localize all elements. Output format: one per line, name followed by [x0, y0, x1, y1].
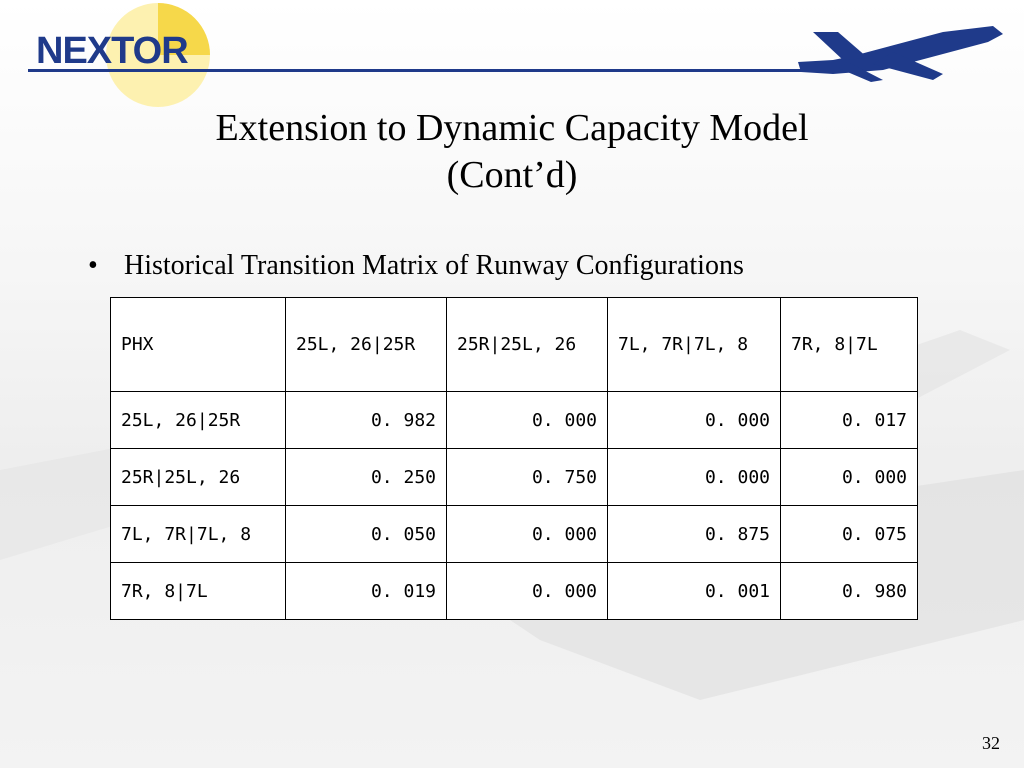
title-line-1: Extension to Dynamic Capacity Model [215, 107, 809, 149]
header-rule [28, 69, 803, 72]
table-cell: 0. 875 [607, 505, 781, 563]
title-line-2: (Cont’d) [446, 154, 578, 196]
table-cell: 0. 982 [285, 391, 447, 449]
table-cell: 0. 980 [780, 562, 918, 620]
table-cell: 0. 017 [780, 391, 918, 449]
table-row: 7L, 7R|7L, 8 0. 050 0. 000 0. 875 0. 075 [110, 505, 918, 563]
transition-matrix-table: PHX 25L, 26|25R 25R|25L, 26 7L, 7R|7L, 8… [110, 297, 918, 620]
table-row: 25L, 26|25R 0. 982 0. 000 0. 000 0. 017 [110, 391, 918, 449]
slide-title: Extension to Dynamic Capacity Model (Con… [0, 105, 1024, 199]
bullet-icon: • [88, 250, 98, 281]
table-header-cell: 25L, 26|25R [285, 297, 447, 392]
table-cell: 0. 075 [780, 505, 918, 563]
table-cell: 0. 000 [780, 448, 918, 506]
table-cell: 0. 050 [285, 505, 447, 563]
row-label-cell: 25R|25L, 26 [110, 448, 286, 506]
table-header-cell: PHX [110, 297, 286, 392]
table-cell: 0. 000 [446, 391, 608, 449]
table-header-row: PHX 25L, 26|25R 25R|25L, 26 7L, 7R|7L, 8… [110, 297, 918, 392]
logo-text: NEXTOR [36, 30, 189, 72]
row-label-cell: 25L, 26|25R [110, 391, 286, 449]
sun-logo-icon [106, 3, 210, 107]
table-cell: 0. 000 [607, 448, 781, 506]
airplane-icon [798, 26, 1003, 82]
table-cell: 0. 001 [607, 562, 781, 620]
table-cell: 0. 000 [607, 391, 781, 449]
table-cell: 0. 000 [446, 562, 608, 620]
nextor-logo: NEXTOR [28, 0, 228, 110]
table-cell: 0. 019 [285, 562, 447, 620]
table-cell: 0. 000 [446, 505, 608, 563]
page-number: 32 [982, 733, 1000, 753]
table-row: 25R|25L, 26 0. 250 0. 750 0. 000 0. 000 [110, 448, 918, 506]
bullet-text: Historical Transition Matrix of Runway C… [124, 250, 744, 281]
table-cell: 0. 750 [446, 448, 608, 506]
bullet-item: • Historical Transition Matrix of Runway … [88, 250, 744, 282]
row-label-cell: 7L, 7R|7L, 8 [110, 505, 286, 563]
table-row: 7R, 8|7L 0. 019 0. 000 0. 001 0. 980 [110, 562, 918, 620]
table-cell: 0. 250 [285, 448, 447, 506]
row-label-cell: 7R, 8|7L [110, 562, 286, 620]
table-header-cell: 25R|25L, 26 [446, 297, 608, 392]
table-header-cell: 7R, 8|7L [780, 297, 918, 392]
table-header-cell: 7L, 7R|7L, 8 [607, 297, 781, 392]
